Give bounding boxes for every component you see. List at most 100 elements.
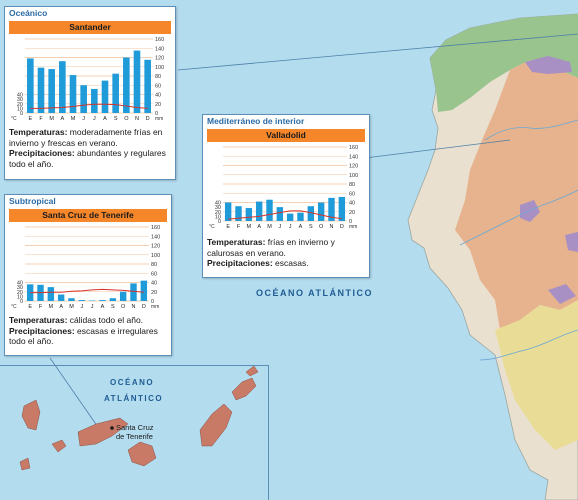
precip-tick: 100 xyxy=(151,253,160,259)
month-tick: N xyxy=(132,304,136,310)
temp-tick: 20 xyxy=(17,102,23,108)
precip-bar xyxy=(68,298,75,301)
temperatures-text: moderadamente frías en invierno y fresca… xyxy=(9,127,163,148)
precip-bar xyxy=(47,287,55,301)
precip-bar xyxy=(57,294,65,301)
mountain-zone-3 xyxy=(548,284,576,304)
month-tick: M xyxy=(69,304,74,310)
precip-bar xyxy=(37,67,45,113)
santa-cruz-map-label: Santa Cruz de Tenerife xyxy=(116,423,154,441)
temperatures-text: frías en invierno y calurosas en verano. xyxy=(207,237,335,258)
month-tick: S xyxy=(309,224,313,230)
climate-title: Subtropical xyxy=(9,196,56,206)
precip-tick: 0 xyxy=(155,111,158,117)
temperature-line xyxy=(30,288,144,294)
precip-tick: 120 xyxy=(151,244,160,250)
precip-bar xyxy=(235,206,242,221)
temp-tick: 20 xyxy=(215,210,221,216)
precip-tick: 20 xyxy=(155,102,161,108)
climate-title: Mediterráneo de interior xyxy=(207,116,305,126)
month-tick: M xyxy=(49,116,54,122)
oceanic-zone xyxy=(430,14,578,112)
temperatures-text: cálidas todo el año. xyxy=(69,315,144,325)
month-tick: D xyxy=(146,116,150,122)
precip-bar xyxy=(27,58,34,113)
precip-bar xyxy=(48,69,55,113)
month-tick: J xyxy=(91,304,94,310)
precip-bar xyxy=(119,291,127,301)
precip-bar xyxy=(245,208,253,221)
precip-tick: 60 xyxy=(155,83,161,89)
month-tick: M xyxy=(49,304,54,310)
precipitation-label: Precipitaciones: xyxy=(9,325,75,336)
mountain-zone-1 xyxy=(525,56,572,74)
precip-bar xyxy=(78,300,86,301)
month-tick: A xyxy=(60,116,64,122)
month-tick: M xyxy=(267,224,272,230)
city-header: Valladolid xyxy=(207,129,365,142)
precip-bar xyxy=(101,80,109,113)
precip-tick: 0 xyxy=(151,299,154,305)
precip-bar xyxy=(69,75,77,113)
month-tick: E xyxy=(28,116,32,122)
precip-bar xyxy=(307,206,315,221)
precip-bar xyxy=(59,61,66,113)
precipitation-text: escasas. xyxy=(275,258,309,268)
month-tick: M xyxy=(71,116,76,122)
month-tick: A xyxy=(103,116,107,122)
month-tick: A xyxy=(299,224,303,230)
precip-tick: 140 xyxy=(151,234,160,240)
climate-description: Temperaturas: cálidas todo el año. Preci… xyxy=(9,315,167,347)
precip-tick: 40 xyxy=(349,201,355,207)
precip-unit: mm xyxy=(155,116,163,122)
month-tick: N xyxy=(135,116,139,122)
precip-tick: 80 xyxy=(349,182,355,188)
precip-tick: 140 xyxy=(349,154,358,160)
month-tick: A xyxy=(59,304,63,310)
precip-bar xyxy=(144,59,151,113)
precip-tick: 60 xyxy=(151,271,157,277)
precip-unit: mm xyxy=(151,304,159,310)
temp-tick: 20 xyxy=(17,290,23,296)
month-tick: S xyxy=(114,116,118,122)
precip-tick: 40 xyxy=(155,93,161,99)
interior-climate-card: Mediterráneo de interior Valladolid 0 20 4… xyxy=(202,114,370,278)
precipitation-text: escasas e irregulares todo el año. xyxy=(9,325,158,347)
precip-bar xyxy=(99,300,106,301)
temp-unit: °C xyxy=(11,304,17,310)
temp-tick: 40 xyxy=(17,281,23,287)
precip-tick: 0 xyxy=(349,219,352,225)
precip-bar xyxy=(317,202,325,221)
canary-islands xyxy=(19,365,259,471)
temp-unit: °C xyxy=(11,116,17,122)
temp-tick: 0 xyxy=(218,219,221,225)
precip-bar xyxy=(133,50,141,113)
precip-bar xyxy=(297,212,304,221)
month-tick: F xyxy=(237,224,241,230)
temp-tick: 10 xyxy=(17,106,23,112)
mountain-zone-2 xyxy=(520,200,540,222)
month-tick: J xyxy=(278,224,281,230)
temp-tick: 10 xyxy=(17,294,23,300)
santa-cruz-line-2: de Tenerife xyxy=(116,431,153,441)
climate-title: Oceánico xyxy=(9,8,48,18)
precip-tick: 160 xyxy=(349,145,358,151)
temp-tick: 30 xyxy=(17,97,23,103)
month-tick: J xyxy=(93,116,96,122)
precip-bar xyxy=(130,283,137,301)
temp-tick: 30 xyxy=(215,205,221,211)
month-tick: A xyxy=(101,304,105,310)
temp-tick: 40 xyxy=(17,93,23,99)
temperatures-label: Temperaturas: xyxy=(207,237,266,247)
month-tick: D xyxy=(142,304,146,310)
inset-ocean-label-2: ATLÁNTICO xyxy=(104,394,164,403)
month-tick: N xyxy=(330,224,334,230)
month-tick: M xyxy=(247,224,252,230)
temp-tick: 0 xyxy=(20,111,23,117)
precip-bar xyxy=(224,202,232,221)
precip-tick: 120 xyxy=(349,164,358,170)
city-header: Santander xyxy=(9,21,171,34)
